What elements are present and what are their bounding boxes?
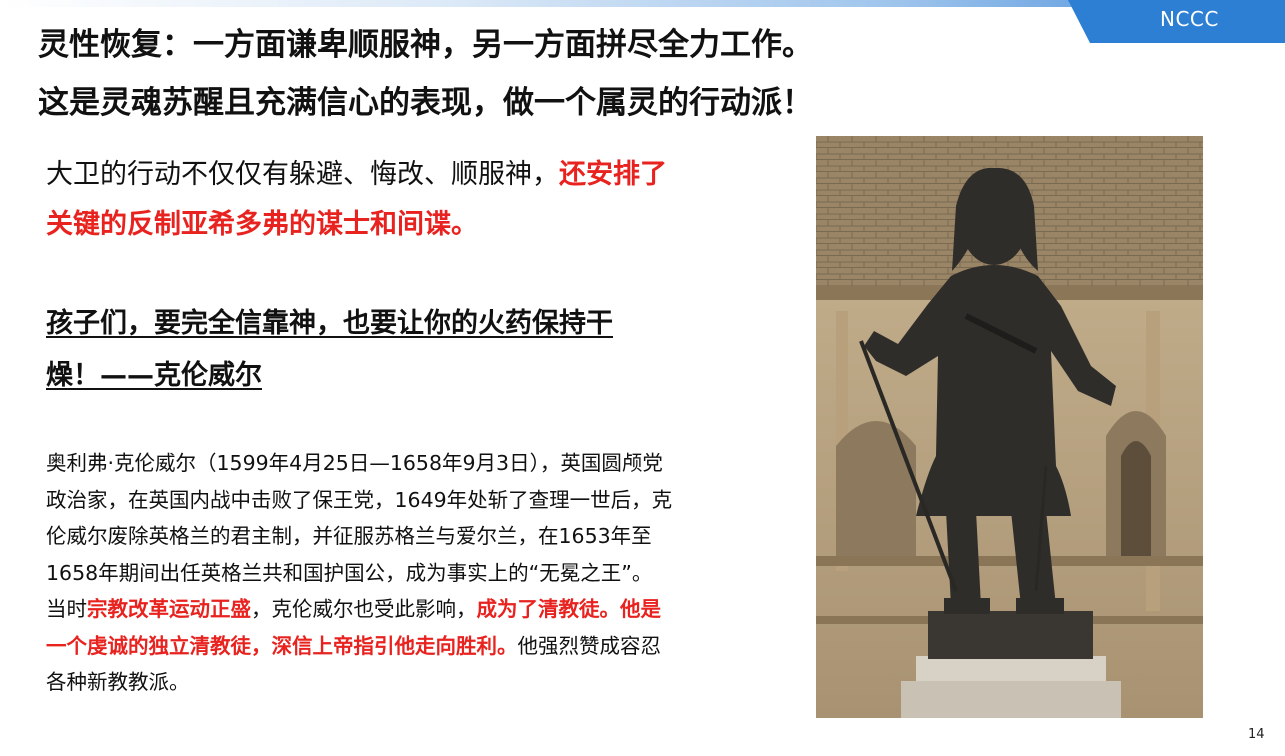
quote-line-1: 孩子们，要完全信靠神，也要让你的火药保持干 [46, 308, 613, 339]
title-line-1: 灵性恢复：一方面谦卑顺服神，另一方面拼尽全力工作。 [38, 27, 813, 63]
bio-line-3: 伦威尔废除英格兰的君主制，并征服苏格兰与爱尔兰，在1653年至 [46, 524, 652, 548]
intro-highlight-2: 关键的反制亚希多弗的谋士和间谍。 [46, 209, 478, 240]
brand-badge [1068, 0, 1285, 43]
slide-title: 灵性恢复：一方面谦卑顺服神，另一方面拼尽全力工作。 这是灵魂苏醒且充满信心的表现… [38, 16, 1038, 132]
bio-line-6-b: 他强烈赞成容忍 [517, 633, 662, 658]
bio-highlight-puritan: 成为了清教徒。他是 [476, 597, 662, 621]
cromwell-quote: 孩子们，要完全信靠神，也要让你的火药保持干 燥！——克伦威尔 [46, 298, 766, 402]
bio-line-2: 政治家，在英国内战中击败了保王党，1649年处斩了查理一世后，克 [46, 487, 673, 512]
intro-paragraph: 大卫的行动不仅仅有躲避、悔改、顺服神，还安排了 关键的反制亚希多弗的谋士和间谍。 [46, 150, 806, 250]
biography-paragraph: 奥利弗·克伦威尔（1599年4月25日—1658年9月3日），英国圆颅党 政治家… [46, 445, 786, 701]
page-number: 14 [1248, 727, 1265, 742]
brand-label: NCCC [1160, 7, 1219, 31]
bio-line-1: 奥利弗·克伦威尔（1599年4月25日—1658年9月3日），英国圆颅党 [46, 451, 663, 475]
bio-highlight-devout: 一个虔诚的独立清教徒，深信上帝指引他走向胜利。 [46, 633, 518, 658]
cromwell-statue-photo [816, 136, 1203, 718]
bio-line-4: 1658年期间出任英格兰共和国护国公，成为事实上的“无冕之王”。 [46, 560, 653, 585]
top-gradient-line [0, 0, 1285, 7]
bio-line-7: 各种新教教派。 [46, 670, 190, 694]
bio-highlight-reformation: 宗教改革运动正盛 [87, 597, 251, 621]
bio-line-5-b: ，克伦威尔也受此影响， [251, 597, 477, 621]
intro-highlight-1: 还安排了 [559, 159, 667, 190]
bio-line-5-a: 当时 [46, 597, 87, 621]
statue-illustration [816, 136, 1203, 718]
title-line-2: 这是灵魂苏醒且充满信心的表现，做一个属灵的行动派！ [38, 85, 813, 121]
quote-line-2: 燥！——克伦威尔 [46, 360, 262, 391]
intro-text: 大卫的行动不仅仅有躲避、悔改、顺服神， [46, 159, 559, 190]
